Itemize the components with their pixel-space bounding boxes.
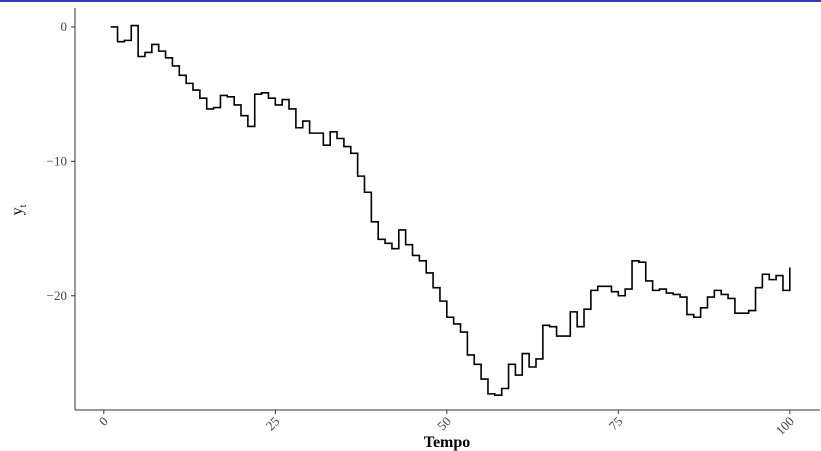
y-tick-label: −10 <box>47 153 67 168</box>
y-axis-title-main: y <box>9 207 26 215</box>
y-tick-label: 0 <box>61 19 68 34</box>
x-tick-label: 100 <box>773 414 797 438</box>
y-tick-label: −20 <box>47 288 67 303</box>
x-tick-label: 0 <box>96 414 111 429</box>
x-axis-title: Tempo <box>424 434 471 451</box>
step-line <box>110 24 791 397</box>
x-tick-label: 50 <box>434 414 454 434</box>
y-axis-title-sub: t <box>18 204 29 207</box>
x-tick-label: 75 <box>606 414 626 434</box>
top-bar <box>0 0 821 2</box>
y-axis-title: yt <box>9 204 29 215</box>
x-tick-label: 25 <box>263 414 283 434</box>
